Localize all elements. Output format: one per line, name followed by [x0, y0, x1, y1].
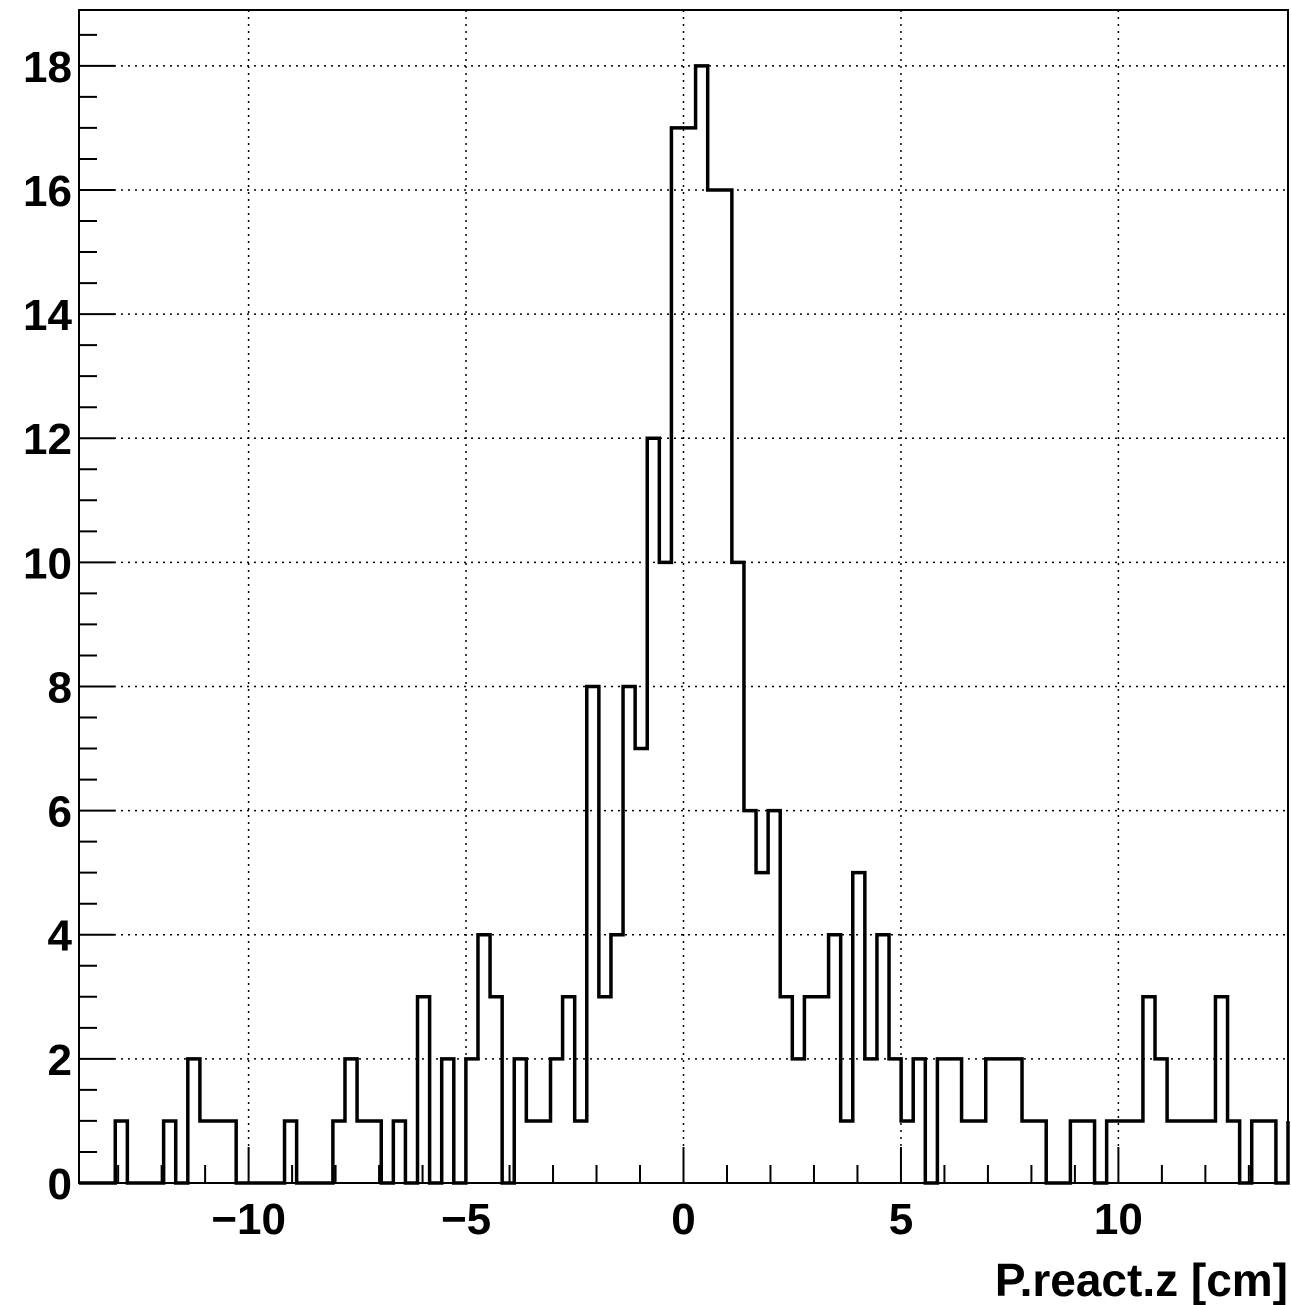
y-tick-label: 2 [48, 1036, 72, 1085]
x-tick-label: 0 [671, 1195, 695, 1244]
x-tick-label: 10 [1094, 1195, 1143, 1244]
y-tick-label: 16 [23, 167, 72, 216]
y-tick-label: 14 [23, 291, 72, 340]
x-tick-label: −5 [441, 1195, 491, 1244]
y-tick-label: 6 [48, 788, 72, 837]
grid-lines [79, 10, 1288, 1183]
x-tick-label: 5 [889, 1195, 913, 1244]
x-tick-label: −10 [211, 1195, 286, 1244]
histogram-outline [79, 64, 1290, 1185]
y-tick-label: 4 [48, 912, 73, 961]
y-tick-label: 12 [23, 415, 72, 464]
axis-ticks [79, 33, 1250, 1184]
y-tick-label: 8 [48, 663, 72, 712]
y-tick-labels: 0 2 4 6 8 10 12 14 16 18 [23, 43, 72, 1209]
x-axis-title: P.react.z [cm] [995, 1254, 1288, 1305]
y-tick-label: 0 [48, 1160, 72, 1209]
x-tick-labels: −10 −5 0 5 10 [211, 1195, 1143, 1244]
y-tick-label: 18 [23, 43, 72, 92]
y-tick-label: 10 [23, 539, 72, 588]
